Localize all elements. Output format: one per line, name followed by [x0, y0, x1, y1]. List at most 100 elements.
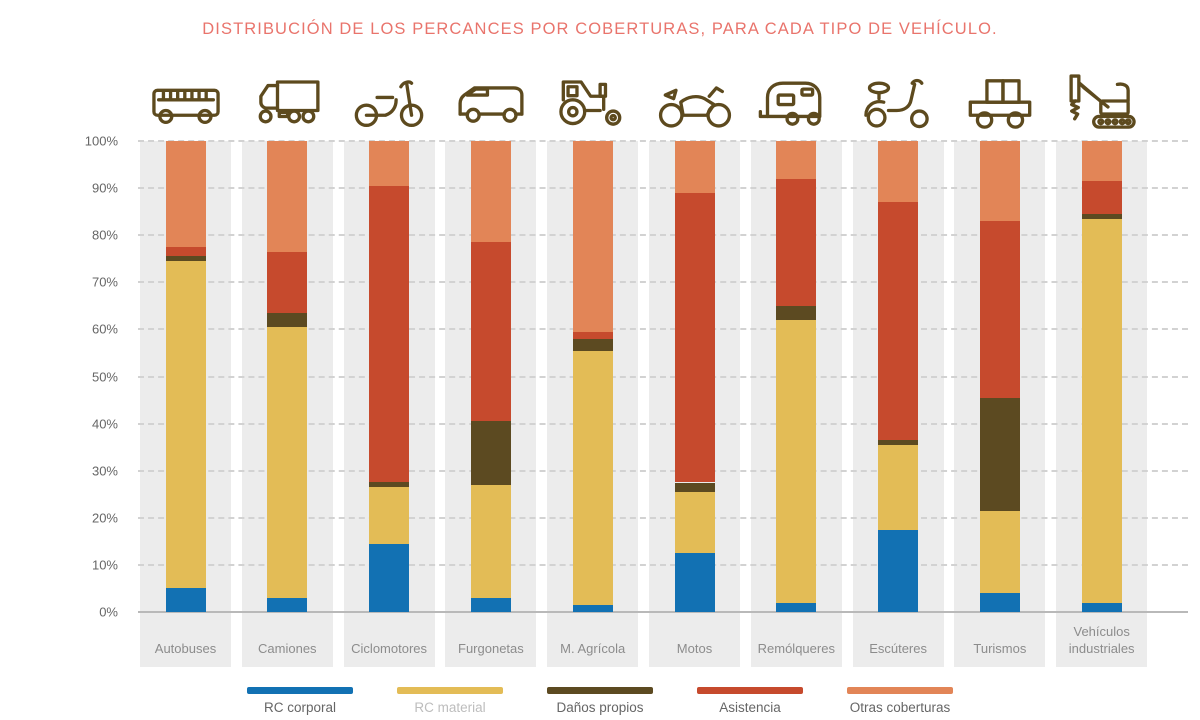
bar-segment-rc-corporal — [979, 593, 1020, 612]
bar-segment-rc-corporal — [369, 543, 410, 612]
legend-swatch — [847, 687, 953, 694]
bar-segment-rc-corporal — [267, 597, 308, 612]
legend-item: RC corporal — [247, 687, 353, 715]
legend-item: Daños propios — [547, 687, 653, 715]
legend-swatch — [697, 687, 803, 694]
gridline — [138, 563, 1188, 566]
stacked-bar — [572, 141, 613, 612]
bar-segment-rc-corporal — [572, 604, 613, 612]
bar-segment-otras-coberturas — [267, 141, 308, 252]
category-label: Vehículos industriales — [1068, 624, 1135, 657]
stacked-bar — [1081, 141, 1122, 612]
bar-segment-danos-propios — [1081, 214, 1122, 219]
tractor-icon — [547, 60, 638, 130]
stacked-bar — [470, 141, 511, 612]
y-axis-tick-label: 40% — [91, 416, 118, 432]
bar-segment-danos-propios — [267, 312, 308, 328]
bar-segment-rc-corporal — [470, 597, 511, 612]
bar-segment-asistencia — [878, 202, 919, 441]
bar-segment-rc-material — [674, 491, 715, 554]
y-axis-tick-label: 20% — [91, 510, 118, 526]
bar-segment-rc-material — [267, 327, 308, 598]
caravan-icon — [751, 60, 842, 130]
bar-segment-otras-coberturas — [878, 141, 919, 203]
bar-segment-asistencia — [369, 185, 410, 483]
category-label: Turismos — [973, 641, 1027, 657]
bar-segment-otras-coberturas — [674, 141, 715, 193]
bar-segment-otras-coberturas — [776, 141, 817, 179]
legend-item: Otras coberturas — [847, 687, 953, 715]
bus-icon — [140, 60, 231, 130]
bar-segment-rc-material — [572, 350, 613, 605]
legend-label: RC corporal — [263, 700, 337, 715]
stacked-bar — [267, 141, 308, 612]
bar-segment-rc-material — [470, 484, 511, 598]
bar-segment-rc-corporal — [674, 553, 715, 612]
gridline — [138, 375, 1188, 378]
y-axis-tick-label: 10% — [91, 557, 118, 573]
stacked-bar — [979, 141, 1020, 612]
motorcycle-icon — [649, 60, 740, 130]
gridline — [138, 140, 1188, 142]
gridline — [138, 281, 1188, 284]
bar-segment-rc-material — [776, 320, 817, 603]
category-label: Motos — [676, 641, 713, 657]
stacked-bar — [674, 141, 715, 612]
x-axis-line — [138, 611, 1188, 613]
bar-segment-otras-coberturas — [979, 141, 1020, 222]
bar-segment-rc-corporal — [165, 588, 206, 612]
flatbed-icon — [954, 60, 1045, 130]
legend-item: RC material — [397, 687, 503, 715]
y-axis-tick-label: 100% — [84, 133, 118, 149]
category-label: Camiones — [258, 641, 317, 657]
bar-segment-asistencia — [470, 242, 511, 422]
bar-segment-rc-material — [369, 487, 410, 544]
y-axis-tick-label: 90% — [91, 180, 118, 196]
bar-segment-asistencia — [674, 192, 715, 483]
scooter-icon — [853, 60, 944, 130]
bar-segment-danos-propios — [979, 397, 1020, 511]
gridline — [138, 234, 1188, 237]
bar-segment-asistencia — [572, 331, 613, 339]
bar-segment-danos-propios — [369, 482, 410, 488]
stacked-bar — [165, 141, 206, 612]
legend-label: Asistencia — [719, 700, 781, 715]
chart-legend: RC corporal RC material Daños propios Asist… — [0, 687, 1200, 715]
truck-icon — [242, 60, 333, 130]
y-axis-tick-label: 80% — [91, 227, 118, 243]
legend-swatch — [547, 687, 653, 694]
category-label: Remólqueres — [757, 641, 835, 657]
bar-segment-otras-coberturas — [165, 141, 206, 247]
bar-segment-asistencia — [1081, 181, 1122, 215]
bar-segment-danos-propios — [776, 305, 817, 320]
y-axis-tick-label: 70% — [91, 274, 118, 290]
bar-segment-otras-coberturas — [572, 141, 613, 332]
category-label: Escúteres — [869, 641, 927, 657]
stacked-bar — [878, 141, 919, 612]
bar-segment-danos-propios — [674, 482, 715, 492]
category-label: M. Agrícola — [560, 641, 626, 657]
gridline — [138, 328, 1188, 331]
category-label: Furgonetas — [458, 641, 524, 657]
bar-segment-asistencia — [979, 221, 1020, 398]
gridline — [138, 187, 1188, 190]
stacked-bar — [776, 141, 817, 612]
bar-segment-rc-material — [878, 444, 919, 530]
legend-swatch — [397, 687, 503, 694]
legend-label: Daños propios — [556, 700, 644, 715]
page-title: DISTRIBUCIÓN DE LOS PERCANCES POR COBERT… — [202, 20, 998, 38]
y-axis-tick-label: 60% — [91, 321, 118, 337]
y-axis-tick-label: 0% — [99, 604, 118, 620]
van-icon — [445, 60, 536, 130]
bar-segment-otras-coberturas — [470, 141, 511, 243]
bar-segment-otras-coberturas — [369, 141, 410, 186]
gridline — [138, 422, 1188, 425]
legend-item: Asistencia — [697, 687, 803, 715]
legend-label: Otras coberturas — [849, 700, 951, 715]
category-label: Autobuses — [154, 641, 217, 657]
bar-segment-rc-corporal — [878, 529, 919, 612]
bar-segment-danos-propios — [572, 338, 613, 351]
bar-segment-danos-propios — [878, 440, 919, 445]
